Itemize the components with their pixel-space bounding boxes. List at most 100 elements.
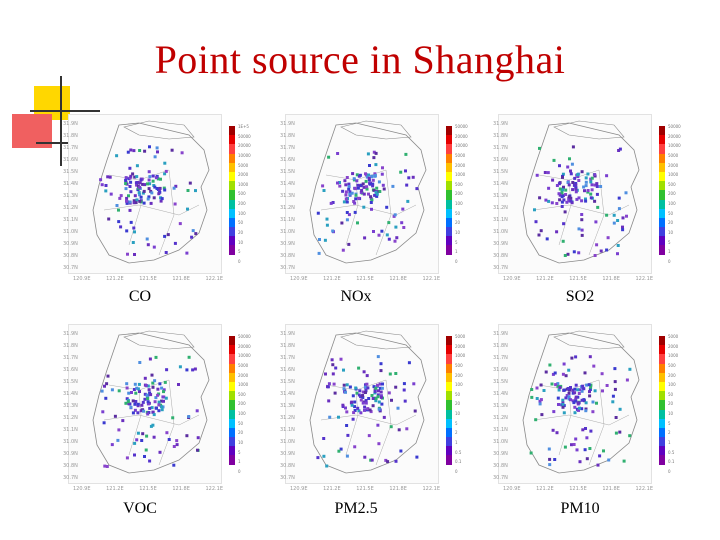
shanghai-outline bbox=[309, 332, 427, 474]
lon-tick-label: 122.1E bbox=[635, 486, 653, 492]
point-source-marker bbox=[565, 200, 569, 204]
point-source-marker bbox=[548, 463, 552, 467]
colorbar-label: 10000 bbox=[238, 152, 251, 158]
shanghai-boundary-map bbox=[92, 120, 210, 264]
lon-tick-label: 120.9E bbox=[503, 276, 521, 282]
point-source-marker bbox=[591, 400, 595, 404]
point-source-marker bbox=[593, 183, 597, 187]
point-source-marker bbox=[400, 221, 404, 225]
point-source-marker bbox=[353, 201, 357, 205]
point-source-marker bbox=[550, 201, 554, 205]
point-source-marker bbox=[392, 214, 396, 218]
point-source-marker bbox=[350, 400, 354, 404]
point-source-marker bbox=[102, 421, 106, 425]
point-source-marker bbox=[139, 195, 143, 199]
colorbar-segment bbox=[229, 391, 235, 401]
colorbar-segment bbox=[659, 464, 665, 474]
point-source-marker bbox=[596, 205, 600, 209]
point-source-marker bbox=[127, 194, 130, 198]
point-source-marker bbox=[402, 388, 406, 392]
colorbar-label: 50 bbox=[238, 220, 244, 226]
point-source-marker bbox=[327, 155, 331, 159]
lat-tick-label: 31.4N bbox=[280, 181, 295, 187]
point-source-marker bbox=[341, 189, 345, 193]
point-source-marker bbox=[110, 388, 114, 392]
point-source-marker bbox=[374, 397, 378, 401]
point-source-marker bbox=[551, 178, 555, 182]
point-source-marker bbox=[554, 383, 558, 387]
point-source-marker bbox=[568, 157, 571, 161]
colorbar-segment bbox=[446, 153, 452, 163]
colorbar-segment bbox=[659, 245, 665, 255]
point-source-marker bbox=[148, 175, 152, 179]
point-source-marker bbox=[142, 409, 146, 413]
point-source-marker bbox=[125, 382, 129, 386]
shanghai-boundary-map bbox=[309, 330, 427, 474]
point-source-marker bbox=[617, 207, 621, 211]
point-source-marker bbox=[144, 448, 148, 452]
point-source-marker bbox=[580, 398, 584, 402]
point-source-marker bbox=[560, 195, 564, 199]
lon-tick-label: 121.5E bbox=[139, 486, 157, 492]
point-source-marker bbox=[140, 403, 144, 407]
point-source-marker bbox=[563, 210, 567, 214]
point-source-marker bbox=[345, 383, 349, 387]
point-source-marker bbox=[146, 397, 150, 400]
point-source-marker bbox=[380, 229, 384, 233]
point-source-marker bbox=[148, 406, 152, 410]
point-source-marker bbox=[171, 416, 175, 420]
lat-tick-label: 31.2N bbox=[63, 205, 78, 211]
pollutant-label: VOC bbox=[123, 500, 157, 517]
point-source-marker bbox=[616, 252, 619, 256]
point-source-marker bbox=[133, 402, 137, 406]
point-source-marker bbox=[586, 172, 590, 176]
colorbar-segment bbox=[229, 162, 235, 172]
point-source-marker bbox=[146, 182, 149, 186]
point-source-marker bbox=[569, 196, 573, 200]
point-source-marker bbox=[605, 384, 609, 387]
point-source-marker bbox=[377, 389, 380, 393]
point-source-marker bbox=[152, 184, 156, 187]
point-source-marker bbox=[336, 181, 339, 185]
point-source-marker bbox=[588, 390, 591, 394]
point-source-marker bbox=[175, 439, 179, 443]
map-panel-pm25: 31.9N 31.8N 31.7N 31.6N 31.5N 31.4N 31.3N 31.2N… bbox=[275, 320, 465, 492]
deco-horizontal-line bbox=[30, 110, 100, 112]
point-source-marker bbox=[332, 382, 336, 386]
point-source-marker bbox=[101, 410, 105, 414]
lon-tick-label: 122.1E bbox=[205, 486, 223, 492]
point-source-marker bbox=[152, 413, 156, 417]
lat-tick-label: 30.8N bbox=[493, 463, 508, 469]
point-source-marker bbox=[534, 220, 538, 224]
point-source-marker bbox=[394, 372, 398, 375]
colorbar-segment bbox=[229, 135, 235, 145]
point-source-marker bbox=[162, 186, 166, 190]
point-source-marker bbox=[574, 355, 578, 359]
point-source-marker bbox=[132, 199, 136, 203]
point-source-marker bbox=[611, 394, 615, 398]
point-source-marker bbox=[370, 394, 374, 397]
lon-tick-label: 120.9E bbox=[290, 486, 308, 492]
point-source-marker bbox=[371, 182, 375, 186]
lat-tick-label: 31.8N bbox=[280, 133, 295, 139]
colorbar-label: 1000 bbox=[455, 172, 466, 178]
colorbar-label: 50000 bbox=[455, 124, 468, 129]
point-source-marker bbox=[550, 382, 554, 386]
point-source-marker bbox=[129, 220, 133, 224]
point-source-marker bbox=[370, 198, 374, 202]
lat-tick-label: 31.8N bbox=[63, 343, 78, 349]
colorbar-segment bbox=[659, 363, 665, 373]
colorbar-label: 20 bbox=[668, 401, 674, 407]
point-source-marker bbox=[104, 184, 108, 187]
point-source-marker bbox=[162, 388, 166, 392]
lat-tick-label: 31.4N bbox=[63, 391, 78, 397]
point-source-marker bbox=[561, 188, 564, 192]
point-source-marker bbox=[387, 237, 391, 241]
point-source-marker bbox=[136, 431, 140, 435]
point-source-marker bbox=[372, 230, 375, 233]
lat-tick-label: 30.9N bbox=[493, 241, 508, 247]
point-source-marker bbox=[625, 214, 628, 218]
point-source-marker bbox=[353, 445, 357, 449]
point-source-marker bbox=[558, 198, 562, 202]
colorbar-segment bbox=[446, 400, 452, 410]
